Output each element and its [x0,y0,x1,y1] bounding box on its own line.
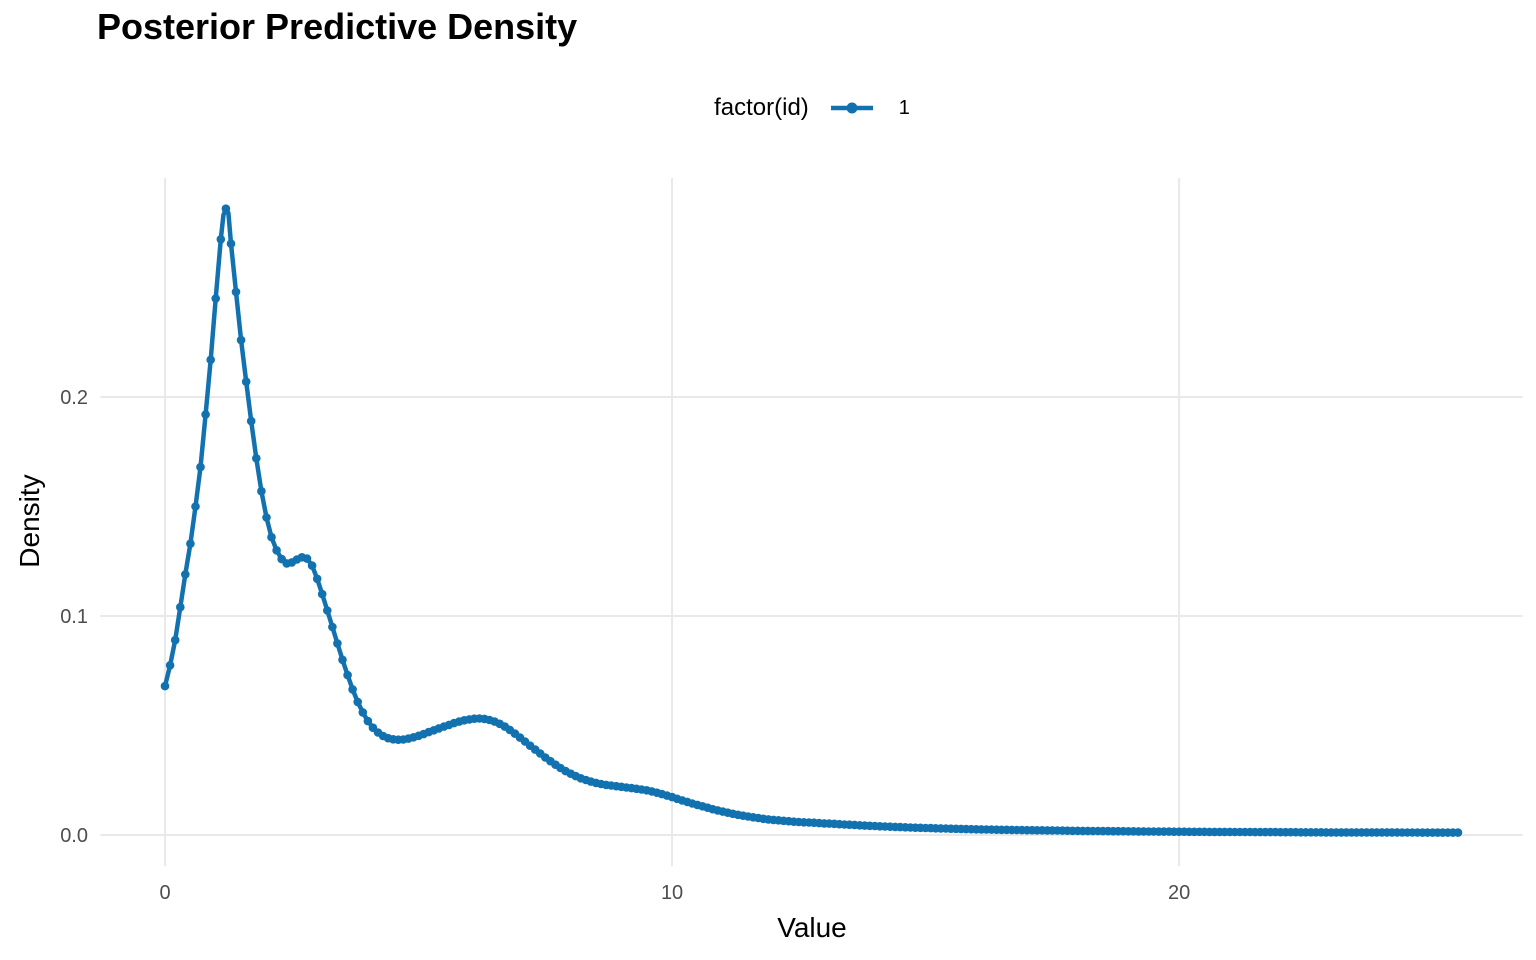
x-tick-label: 20 [1168,882,1190,904]
data-point [221,204,231,213]
data-point [226,239,236,248]
x-tick-label: 10 [661,882,683,904]
data-point [186,539,195,548]
density-curve [162,206,1461,835]
legend: factor(id) 1 [101,92,1523,124]
data-point [262,513,271,522]
data-point [176,602,185,612]
data-point [206,355,215,365]
data-point [363,716,373,726]
data-point [236,335,246,345]
data-point [241,377,251,387]
legend-title: factor(id) [714,94,809,121]
y-tick-label: 0.0 [60,825,88,847]
data-point [338,655,347,665]
data-point [343,670,352,680]
data-point [246,416,256,426]
x-tick-label: 0 [159,882,170,904]
data-point [302,554,312,563]
y-tick-label: 0.1 [60,606,88,628]
data-point [216,235,226,244]
data-point [211,294,220,303]
legend-item-label: 1 [898,96,910,119]
data-point [170,635,180,645]
data-point [201,410,210,419]
y-tick-label: 0.2 [60,387,88,409]
x-axis-title: Value [777,912,847,943]
data-point [312,574,322,584]
data-point [196,462,205,472]
data-point [191,502,200,511]
data-point [257,486,266,496]
data-point [267,532,276,542]
data-point [328,622,337,632]
data-point [317,589,327,599]
data-point [348,685,357,694]
data-point [165,661,175,670]
data-point [307,561,317,570]
legend-key-icon [830,102,873,114]
data-point [181,570,190,579]
data-point [333,639,342,648]
data-point [231,287,241,297]
data-point [353,697,363,707]
data-point [358,708,368,717]
data-point [160,681,170,691]
chart-title: Posterior Predictive Density [97,6,578,47]
data-point [1453,828,1463,837]
data-point [272,546,281,555]
data-point [251,454,261,463]
y-axis-title: Density [14,474,45,568]
data-point [323,606,332,615]
